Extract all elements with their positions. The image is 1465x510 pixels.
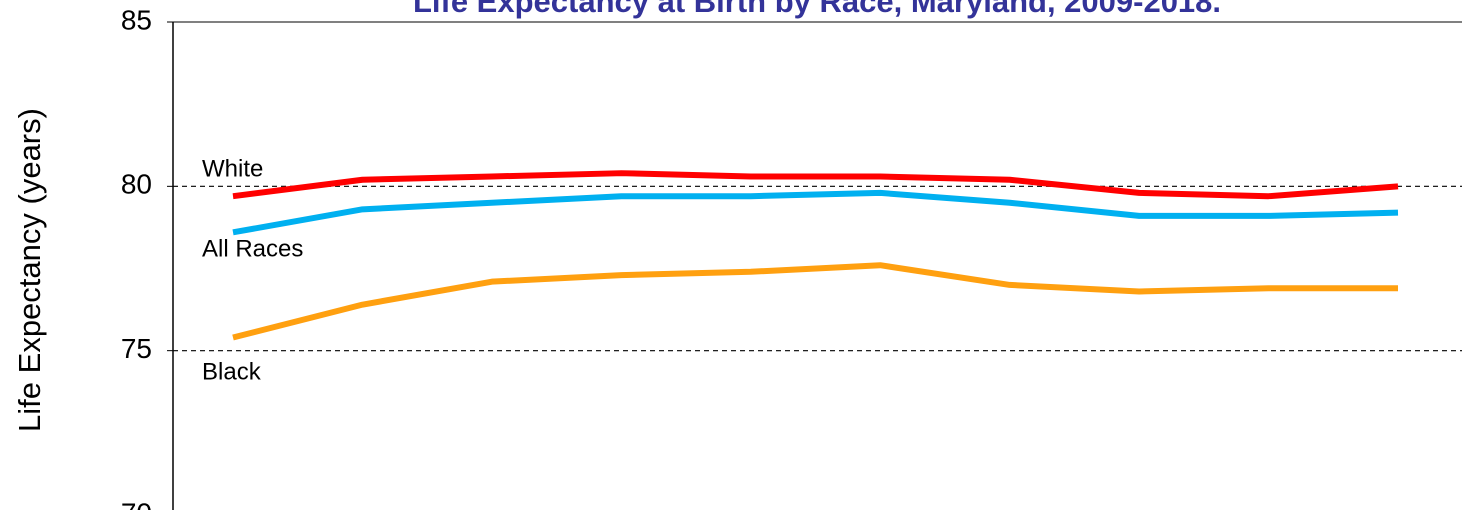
y-tick-label: 85	[121, 4, 152, 35]
series-label: White	[202, 155, 263, 182]
y-tick-label: 80	[121, 169, 152, 200]
y-axis-label: Life Expectancy (years)	[12, 108, 47, 432]
y-tick-label: 70	[121, 497, 152, 510]
chart-title: Life Expectancy at Birth by Race, Maryla…	[413, 0, 1221, 19]
series-label: All Races	[202, 235, 303, 262]
series-line	[232, 189, 1399, 236]
y-tick-label: 75	[121, 333, 152, 364]
series-line	[232, 262, 1398, 341]
series-line	[232, 170, 1399, 200]
series-label: Black	[202, 358, 262, 385]
